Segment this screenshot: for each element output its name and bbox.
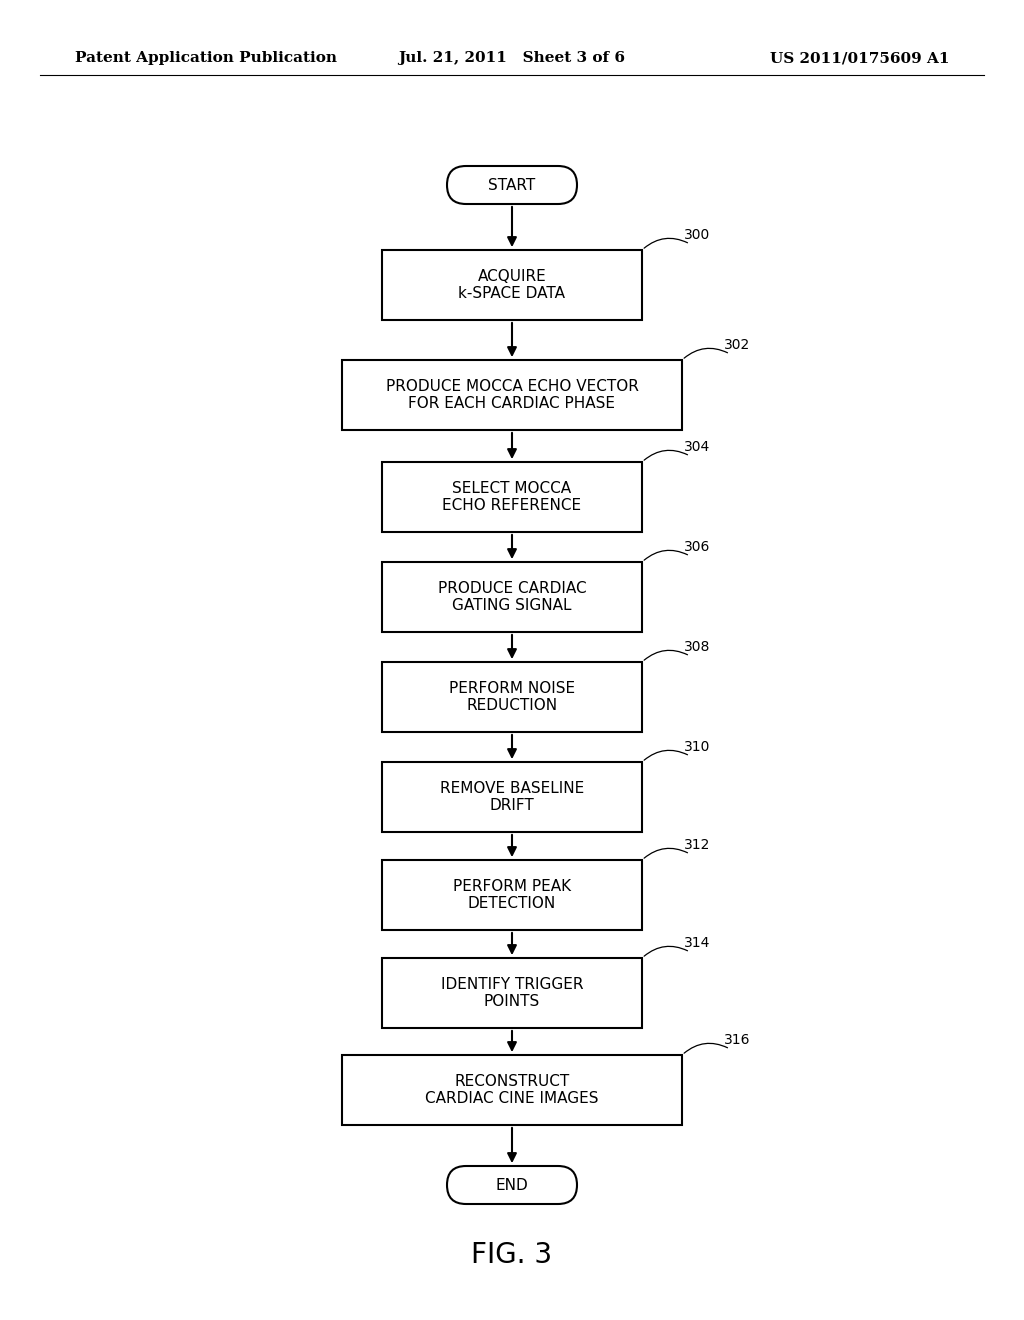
Bar — [382, 249, 642, 319]
Text: 314: 314 — [684, 936, 711, 950]
Text: IDENTIFY TRIGGER
POINTS: IDENTIFY TRIGGER POINTS — [440, 977, 584, 1010]
Text: SELECT MOCCA
ECHO REFERENCE: SELECT MOCCA ECHO REFERENCE — [442, 480, 582, 513]
Text: FIG. 3: FIG. 3 — [471, 1241, 553, 1269]
Bar — [382, 663, 642, 733]
Text: 316: 316 — [724, 1034, 751, 1047]
Text: 300: 300 — [684, 228, 711, 242]
FancyBboxPatch shape — [447, 166, 577, 205]
Text: PRODUCE MOCCA ECHO VECTOR
FOR EACH CARDIAC PHASE: PRODUCE MOCCA ECHO VECTOR FOR EACH CARDI… — [386, 379, 638, 412]
Text: PRODUCE CARDIAC
GATING SIGNAL: PRODUCE CARDIAC GATING SIGNAL — [437, 581, 587, 614]
FancyBboxPatch shape — [447, 1166, 577, 1204]
Text: 304: 304 — [684, 440, 711, 454]
Text: RECONSTRUCT
CARDIAC CINE IMAGES: RECONSTRUCT CARDIAC CINE IMAGES — [425, 1073, 599, 1106]
Text: REMOVE BASELINE
DRIFT: REMOVE BASELINE DRIFT — [440, 781, 584, 813]
Bar — [342, 1055, 682, 1125]
Text: US 2011/0175609 A1: US 2011/0175609 A1 — [770, 51, 950, 65]
Text: 310: 310 — [684, 741, 711, 754]
Text: END: END — [496, 1177, 528, 1192]
Text: 308: 308 — [684, 640, 711, 653]
Bar — [382, 861, 642, 931]
Text: PERFORM PEAK
DETECTION: PERFORM PEAK DETECTION — [453, 879, 571, 911]
Bar — [382, 462, 642, 532]
Text: 302: 302 — [724, 338, 751, 352]
Text: 306: 306 — [684, 540, 711, 554]
Text: ACQUIRE
k-SPACE DATA: ACQUIRE k-SPACE DATA — [459, 269, 565, 301]
Text: Patent Application Publication: Patent Application Publication — [75, 51, 337, 65]
Bar — [382, 958, 642, 1028]
Bar — [342, 360, 682, 430]
Bar — [382, 562, 642, 632]
Text: PERFORM NOISE
REDUCTION: PERFORM NOISE REDUCTION — [449, 681, 575, 713]
Text: START: START — [488, 177, 536, 193]
Text: 312: 312 — [684, 838, 711, 851]
Text: Jul. 21, 2011   Sheet 3 of 6: Jul. 21, 2011 Sheet 3 of 6 — [398, 51, 626, 65]
Bar — [382, 762, 642, 832]
